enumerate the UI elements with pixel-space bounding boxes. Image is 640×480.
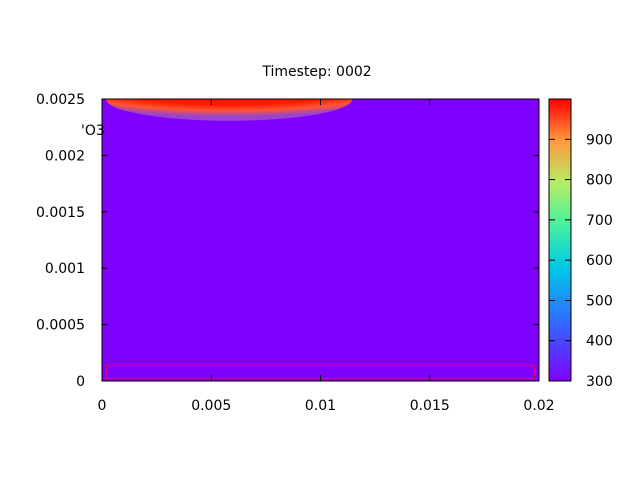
x-tick-label: 0.005 (191, 398, 231, 414)
colorbar-tick-label: 800 (586, 173, 613, 189)
x-tick-label: 0.01 (305, 398, 336, 414)
colorbar-tick-label: 600 (586, 253, 613, 269)
colorbar-tick-label: 900 (586, 132, 613, 148)
colorbar-tick-label: 400 (586, 334, 613, 350)
x-tick-label: 0.02 (523, 398, 554, 414)
colorbar-tick-label: 500 (586, 293, 613, 309)
y-axis: 0 0.0005 0.001 0.0015 0.002 0.0025 (36, 92, 539, 390)
chart-title: Timestep: 0002 (261, 64, 371, 80)
hot-region (106, 99, 353, 121)
x-tick-label: 0 (98, 398, 107, 414)
x-tick-label: 0.015 (410, 398, 450, 414)
y-tick-label: 0 (76, 374, 85, 390)
y-tick-label: 0.002 (45, 148, 85, 164)
y-tick-label: 0.0025 (36, 92, 85, 108)
background-field (102, 99, 539, 381)
colorbar-tick-label: 300 (586, 374, 613, 390)
x-axis: 0 0.005 0.01 0.015 0.02 (98, 99, 555, 414)
colorbar (548, 98, 572, 382)
annotation-label: 'O3 (81, 123, 105, 139)
y-tick-label: 0.0015 (36, 205, 85, 221)
y-tick-label: 0.001 (45, 261, 85, 277)
y-tick-label: 0.0005 (36, 318, 85, 334)
colorbar-axis: 300 400 500 600 700 800 900 (549, 132, 613, 390)
plot-area (102, 99, 539, 381)
colorbar-tick-label: 700 (586, 213, 613, 229)
